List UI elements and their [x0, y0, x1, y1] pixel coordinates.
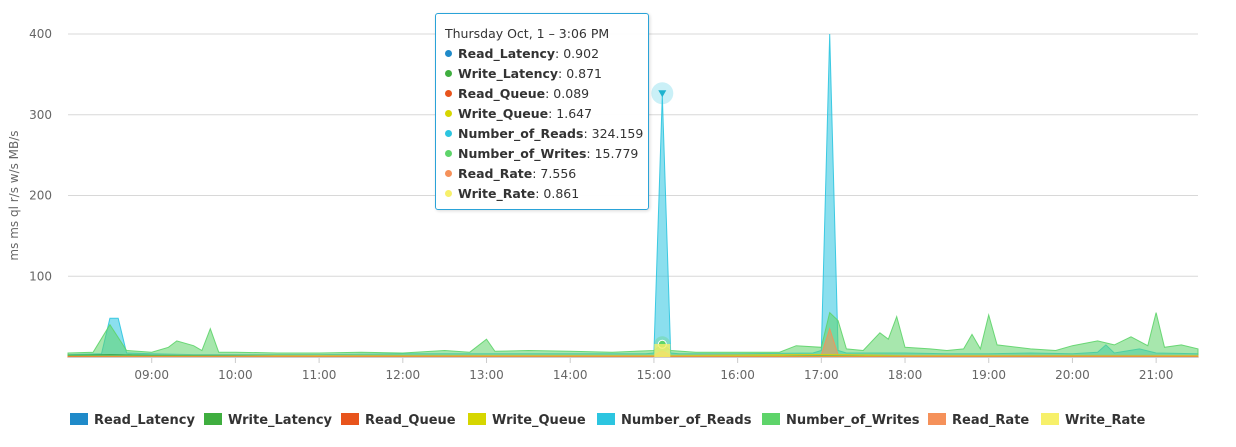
legend-label: Write_Queue [492, 413, 586, 428]
tooltip: Thursday Oct, 1 – 3:06 PM Read_Latency: … [435, 13, 649, 210]
tooltip-series-name: Write_Queue [458, 106, 549, 121]
hover-marker-rate [654, 344, 671, 357]
tooltip-series-name: Read_Latency [458, 46, 556, 61]
axes: 100 200 300 400 09:00 10:00 11:00 12:00 13:00 14:… [29, 27, 1198, 382]
legend-swatch [597, 413, 615, 425]
legend-item-write-latency[interactable]: Write_Latency [204, 413, 333, 428]
tooltip-row-write-queue: Write_Queue: 1.647 [445, 104, 639, 124]
tooltip-dot [445, 90, 452, 97]
x-tick-label: 21:00 [1139, 368, 1174, 382]
y-axis-title: ms ms ql r/s w/s MB/s [7, 130, 21, 260]
legend-item-write-rate[interactable]: Write_Rate [1041, 413, 1146, 428]
tooltip-value: : 324.159 [583, 126, 644, 141]
x-tick-label: 10:00 [218, 368, 253, 382]
tooltip-value: : 0.089 [545, 86, 590, 101]
x-tick-label: 11:00 [302, 368, 337, 382]
x-tick-label: 13:00 [469, 368, 504, 382]
x-tick-label: 09:00 [134, 368, 169, 382]
tooltip-row-write-latency: Write_Latency: 0.871 [445, 64, 639, 84]
tooltip-value: : 0.902 [555, 46, 600, 61]
legend-swatch [928, 413, 946, 425]
tooltip-series-name: Read_Queue [458, 86, 546, 101]
legend-item-number-of-writes[interactable]: Number_of_Writes [762, 413, 920, 428]
x-tick-label: 16:00 [720, 368, 755, 382]
tooltip-row-read-queue: Read_Queue: 0.089 [445, 84, 639, 104]
legend-label: Read_Queue [365, 413, 456, 428]
y-tick-label: 100 [29, 269, 52, 283]
tooltip-series-name: Number_of_Reads [458, 126, 584, 141]
tooltip-row-number-of-writes: Number_of_Writes: 15.779 [445, 144, 639, 164]
legend-label: Write_Rate [1065, 413, 1146, 428]
legend-swatch [341, 413, 359, 425]
legend[interactable]: Read_Latency Write_Latency Read_Queue Write… [70, 413, 1146, 428]
tooltip-dot [445, 70, 452, 77]
tooltip-value: : 0.871 [558, 66, 603, 81]
legend-swatch [762, 413, 780, 425]
y-tick-label: 400 [29, 27, 52, 41]
tooltip-series-name: Write_Rate [458, 186, 536, 201]
legend-item-read-latency[interactable]: Read_Latency [70, 413, 195, 428]
x-tick-label: 19:00 [971, 368, 1006, 382]
legend-label: Number_of_Reads [621, 413, 752, 428]
legend-label: Number_of_Writes [786, 413, 920, 428]
hover-marker-reads [658, 90, 667, 98]
tooltip-series-name: Write_Latency [458, 66, 559, 81]
tooltip-row-read-latency: Read_Latency: 0.902 [445, 44, 639, 64]
tooltip-dot [445, 110, 452, 117]
tooltip-value: : 15.779 [586, 146, 639, 161]
x-tick-label: 14:00 [553, 368, 588, 382]
x-tick-label: 12:00 [386, 368, 421, 382]
hover-markers [651, 82, 674, 357]
tooltip-row-read-rate: Read_Rate: 7.556 [445, 164, 639, 184]
tooltip-rows: Read_Latency: 0.902 Write_Latency: 0.871 R… [445, 44, 643, 204]
legend-swatch [204, 413, 222, 425]
tooltip-value: : 1.647 [548, 106, 593, 121]
x-tick-label: 15:00 [637, 368, 672, 382]
tooltip-value: : 0.861 [535, 186, 580, 201]
tooltip-dot [445, 50, 452, 57]
tooltip-series-name: Read_Rate [458, 166, 533, 181]
legend-item-write-queue[interactable]: Write_Queue [468, 413, 586, 428]
y-tick-label: 300 [29, 108, 52, 122]
legend-swatch [1041, 413, 1059, 425]
tooltip-series-name: Number_of_Writes [458, 146, 587, 161]
tooltip-row-write-rate: Write_Rate: 0.861 [445, 184, 639, 204]
legend-swatch [70, 413, 88, 425]
legend-label: Read_Rate [952, 413, 1029, 428]
legend-item-number-of-reads[interactable]: Number_of_Reads [597, 413, 752, 428]
legend-item-read-rate[interactable]: Read_Rate [928, 413, 1029, 428]
x-tick-label: 18:00 [888, 368, 923, 382]
legend-swatch [468, 413, 486, 425]
legend-item-read-queue[interactable]: Read_Queue [341, 413, 456, 428]
tooltip-header: Thursday Oct, 1 – 3:06 PM [445, 26, 610, 41]
legend-label: Write_Latency [228, 413, 333, 428]
y-tick-label: 200 [29, 189, 52, 203]
tooltip-dot [445, 150, 452, 157]
x-tick-label: 17:00 [804, 368, 839, 382]
tooltip-row-number-of-reads: Number_of_Reads: 324.159 [445, 124, 643, 144]
series-area-number-of-writes[interactable] [67, 311, 1199, 358]
legend-label: Read_Latency [94, 413, 195, 428]
tooltip-dot [445, 190, 452, 197]
x-tick-label: 20:00 [1055, 368, 1090, 382]
tooltip-dot [445, 170, 452, 177]
tooltip-dot [445, 130, 452, 137]
tooltip-value: : 7.556 [532, 166, 577, 181]
